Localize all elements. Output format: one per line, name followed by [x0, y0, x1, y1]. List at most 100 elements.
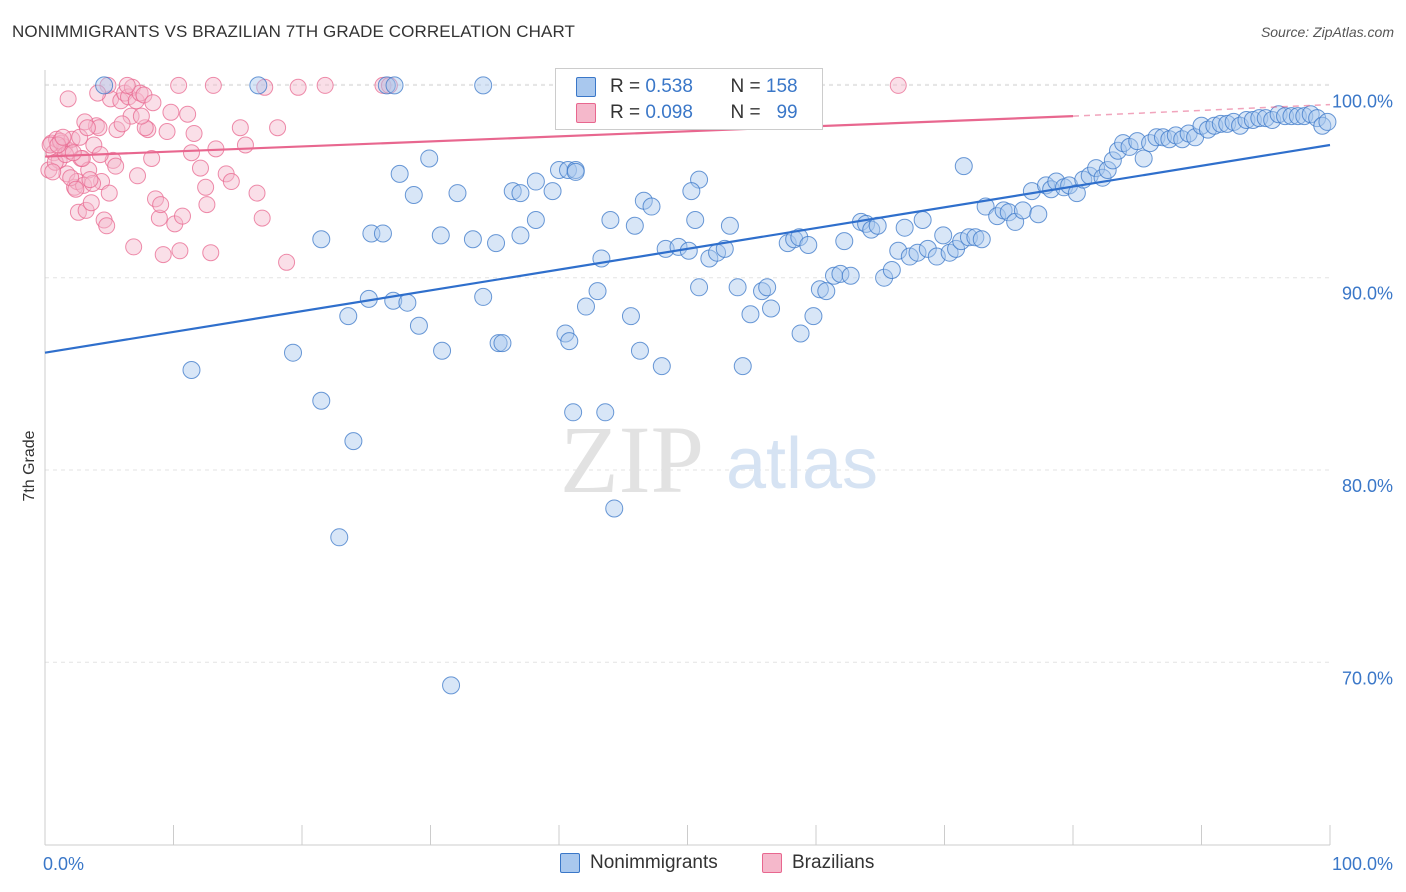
nonimmigrants-point	[882, 261, 901, 279]
brazilians-point	[222, 173, 240, 191]
nonimmigrants-point	[576, 297, 595, 316]
legend-r-label: R =	[610, 102, 641, 123]
nonimmigrants-point	[1087, 159, 1106, 178]
nonimmigrants-point	[390, 164, 409, 183]
nonimmigrants-point	[526, 211, 545, 229]
nonimmigrants-point	[605, 499, 624, 518]
nonimmigrants-point	[493, 334, 512, 353]
legend-swatch-blue	[576, 77, 596, 97]
nonimmigrants-point	[625, 216, 644, 235]
watermark-atlas: atlas	[726, 424, 878, 504]
nonimmigrants-point	[895, 218, 914, 237]
nonimmigrants-point	[934, 226, 953, 245]
nonimmigrants-point	[566, 162, 585, 181]
nonimmigrants-point	[954, 157, 973, 176]
brazilians-point	[98, 217, 116, 235]
brazilians-point	[113, 115, 131, 133]
brazilians-trend-line	[44, 115, 1074, 158]
nonimmigrants-point	[95, 76, 114, 95]
nonimmigrants-point	[377, 76, 396, 95]
brazilians-point	[81, 171, 99, 189]
trend-lines	[44, 103, 1331, 354]
nonimmigrants-point	[312, 391, 331, 410]
y-tick-label: 80.0%	[1342, 476, 1393, 496]
nonimmigrants-point	[1098, 161, 1117, 179]
legend-n-value: 158	[765, 76, 798, 97]
legend-row-brazilians: R = 0.098 N = 99	[576, 100, 798, 126]
nonimmigrants-point	[560, 332, 579, 351]
nonimmigrants-point	[913, 211, 932, 229]
nonimmigrants-point	[433, 341, 452, 360]
nonimmigrants-point	[733, 357, 752, 376]
nonimmigrants-point	[741, 305, 760, 324]
nonimmigrants-point	[601, 211, 620, 229]
nonimmigrants-point	[409, 316, 428, 335]
grid-lines	[45, 83, 1330, 663]
nonimmigrants-point	[373, 224, 392, 243]
nonimmigrants-point	[448, 184, 467, 203]
brazilians-point	[118, 76, 136, 94]
brazilians-point	[107, 157, 125, 175]
nonimmigrants-point	[344, 432, 363, 451]
nonimmigrants-point	[966, 228, 985, 247]
nonimmigrants-point	[679, 241, 698, 260]
x-tick-label: 100.0%	[1332, 854, 1393, 874]
nonimmigrants-point	[284, 343, 303, 362]
nonimmigrants-point	[652, 357, 671, 376]
nonimmigrants-point	[999, 203, 1018, 222]
nonimmigrants-point	[762, 299, 781, 318]
brazilians-point	[154, 246, 172, 264]
nonimmigrants-point	[431, 226, 450, 245]
brazilians-point	[152, 196, 170, 214]
nonimmigrants-point	[908, 243, 927, 262]
bottom-legend-label: Nonimmigrants	[590, 852, 718, 873]
nonimmigrants-point	[690, 278, 709, 297]
nonimmigrants-point	[790, 228, 809, 247]
nonimmigrants-point	[720, 216, 739, 235]
nonimmigrants-point	[489, 334, 508, 353]
brazilians-point	[82, 194, 100, 212]
nonimmigrants-point	[442, 676, 461, 695]
brazilians-point	[129, 167, 147, 185]
nonimmigrants-point	[1013, 201, 1032, 220]
nonimmigrants-point	[404, 186, 423, 204]
bottom-legend-swatch-pink	[762, 853, 782, 873]
brazilians-point	[269, 119, 287, 137]
nonimmigrants-point	[474, 287, 493, 306]
nonimmigrants-point	[564, 403, 583, 422]
nonimmigrants-point	[511, 184, 530, 203]
brazilians-point	[170, 76, 188, 94]
nonimmigrants-point	[487, 234, 506, 253]
brazilians-point	[191, 159, 209, 177]
brazilians-point	[889, 76, 907, 94]
brazilians-point	[89, 84, 107, 102]
legend-n-value: 99	[776, 102, 798, 123]
brazilians-point	[132, 107, 150, 125]
brazilians-point	[204, 76, 222, 94]
brazilians-point	[44, 163, 62, 181]
x-tick-label: 0.0%	[43, 854, 84, 874]
watermark-zip: ZIP	[560, 406, 704, 513]
y-axis-label: 7th Grade	[21, 430, 38, 501]
legend-row-nonimmigrants: R = 0.538 N = 158	[576, 74, 798, 100]
nonimmigrants-point	[1276, 107, 1295, 126]
nonimmigrants-point	[330, 528, 349, 547]
brazilians-trend-extension	[1072, 103, 1331, 117]
brazilians-point	[289, 78, 307, 96]
nonimmigrants-point	[558, 161, 577, 179]
nonimmigrants-point	[526, 172, 545, 191]
nonimmigrants-point	[596, 403, 615, 422]
nonimmigrants-point	[682, 182, 701, 201]
brazilians-point	[231, 119, 249, 137]
nonimmigrants-point	[312, 230, 331, 249]
legend-r-label: R =	[610, 76, 641, 97]
brazilians-point	[197, 178, 215, 196]
bottom-legend-nonimmigrants: Nonimmigrants	[560, 852, 718, 874]
y-tick-label: 100.0%	[1332, 91, 1393, 111]
nonimmigrants-point	[918, 239, 937, 258]
legend-r-value: 0.098	[645, 102, 693, 123]
brazilians-point	[182, 144, 200, 162]
brazilians-point	[278, 253, 296, 271]
nonimmigrants-point	[686, 211, 705, 229]
